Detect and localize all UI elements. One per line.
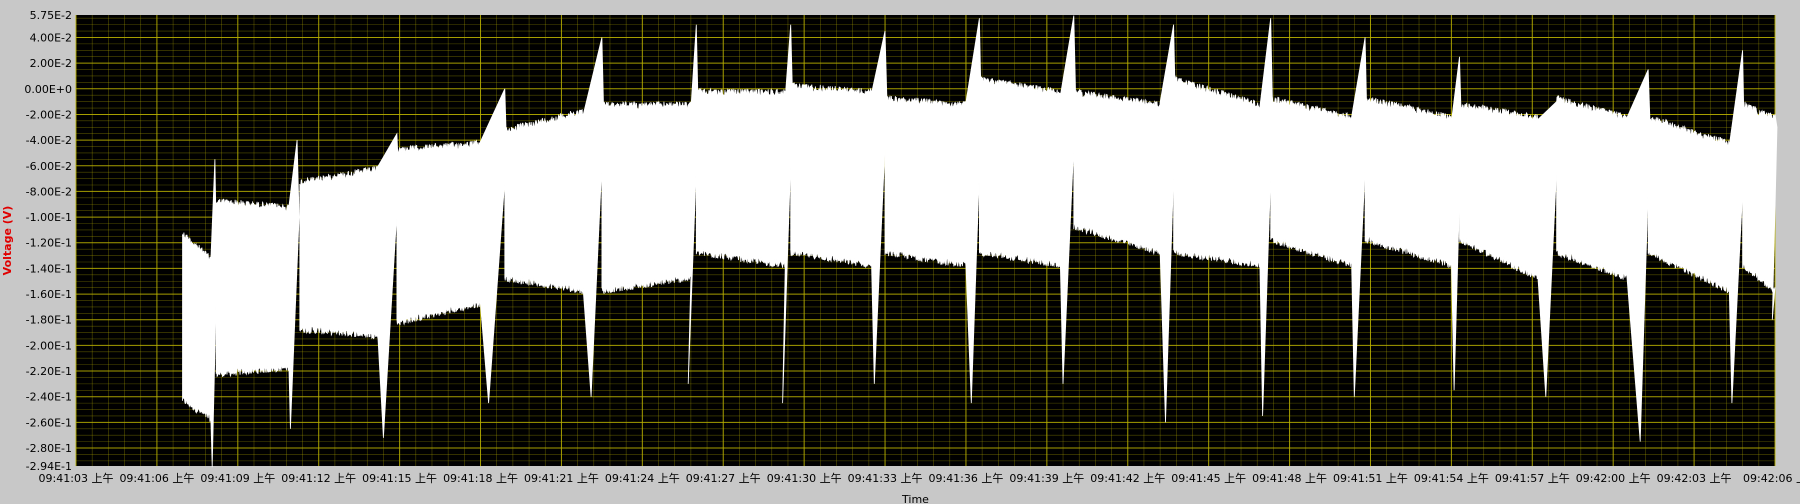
y-tick-label: -2.00E-1 — [26, 339, 72, 352]
y-tick-label: 5.75E-2 — [30, 9, 72, 22]
y-tick-label: 0.00E+0 — [24, 83, 72, 96]
y-tick-label: -2.94E-1 — [26, 460, 72, 473]
x-tick-label: 09:41:36 上午 — [928, 472, 1003, 485]
x-tick-label: 09:41:54 上午 — [1414, 472, 1489, 485]
x-tick-label: 09:41:15 上午 — [362, 472, 437, 485]
x-tick-label: 09:41:09 上午 — [200, 472, 275, 485]
y-tick-label: -1.60E-1 — [26, 288, 72, 301]
y-tick-label: -2.60E-1 — [26, 416, 72, 429]
y-tick-label: -1.00E-1 — [26, 211, 72, 224]
signal-layer — [181, 15, 1778, 468]
x-tick-label: 09:42:00 上午 — [1576, 472, 1651, 485]
x-tick-label: 09:41:21 上午 — [524, 472, 599, 485]
x-tick-label: 09:41:39 上午 — [1009, 472, 1084, 485]
y-tick-label: -2.80E-1 — [26, 442, 72, 455]
y-tick-label: -2.20E-1 — [26, 365, 72, 378]
x-tick-label: 09:41:03 上午 — [39, 472, 114, 485]
x-tick-label: 09:41:12 上午 — [281, 472, 356, 485]
x-tick-label: 09:41:57 上午 — [1495, 472, 1570, 485]
y-tick-label: -6.00E-2 — [26, 160, 72, 173]
y-tick-label: 2.00E-2 — [30, 57, 72, 70]
y-tick-label: -1.20E-1 — [26, 237, 72, 250]
x-tick-label: 09:41:33 上午 — [848, 472, 923, 485]
y-tick-label: -2.00E-2 — [26, 108, 72, 121]
x-tick-labels: 09:41:03 上午 09:41:06 上午 09:41:09 上午 09:41:1… — [39, 472, 1800, 485]
x-tick-label: 09:41:27 上午 — [686, 472, 761, 485]
x-tick-label: 09:41:45 上午 — [1171, 472, 1246, 485]
x-tick-label: 09:41:06 上午 — [119, 472, 194, 485]
y-tick-label: -8.00E-2 — [26, 185, 72, 198]
y-tick-label: -1.40E-1 — [26, 262, 72, 275]
x-tick-label: 09:41:24 上午 — [605, 472, 680, 485]
signal-segment-2 — [215, 140, 300, 429]
y-tick-label: -2.40E-1 — [26, 391, 72, 404]
x-tick-label: 09:41:48 上午 — [1252, 472, 1327, 485]
y-axis-title: Voltage (V) — [1, 206, 14, 276]
x-tick-label: 09:42:06 上 — [1743, 472, 1800, 485]
x-axis-title: Time — [901, 493, 929, 504]
x-tick-label: 09:41:42 上午 — [1090, 472, 1165, 485]
y-tick-labels: 5.75E-2 4.00E-2 2.00E-2 0.00E+0 -2.00E-2 -4.0… — [24, 9, 72, 473]
y-tick-label: -1.80E-1 — [26, 314, 72, 327]
x-tick-label: 09:41:30 上午 — [767, 472, 842, 485]
signal-segment-18 — [1741, 101, 1778, 320]
x-tick-label: 09:41:51 上午 — [1333, 472, 1408, 485]
x-tick-label: 09:41:18 上午 — [443, 472, 518, 485]
x-tick-label: 09:42:03 上午 — [1657, 472, 1732, 485]
y-tick-label: 4.00E-2 — [30, 31, 72, 44]
y-tick-label: -4.00E-2 — [26, 134, 72, 147]
